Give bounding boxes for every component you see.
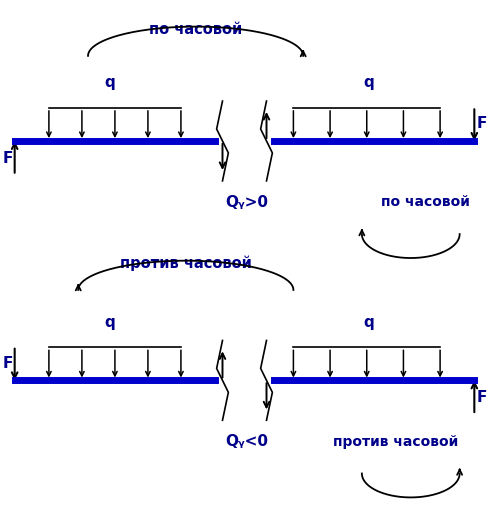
Text: q: q <box>363 76 374 90</box>
Text: q: q <box>363 315 374 330</box>
Text: q: q <box>104 315 115 330</box>
Text: по часовой: по часовой <box>381 195 469 209</box>
Text: q: q <box>104 76 115 90</box>
Text: F: F <box>2 151 13 165</box>
Text: Qᵧ<0: Qᵧ<0 <box>224 434 267 449</box>
Text: Qᵧ>0: Qᵧ>0 <box>224 195 267 210</box>
Text: F: F <box>475 117 486 131</box>
Text: F: F <box>475 390 486 405</box>
Text: по часовой: по часовой <box>149 22 242 37</box>
Text: против часовой: против часовой <box>120 255 251 271</box>
Text: против часовой: против часовой <box>332 435 457 448</box>
Text: F: F <box>2 356 13 371</box>
